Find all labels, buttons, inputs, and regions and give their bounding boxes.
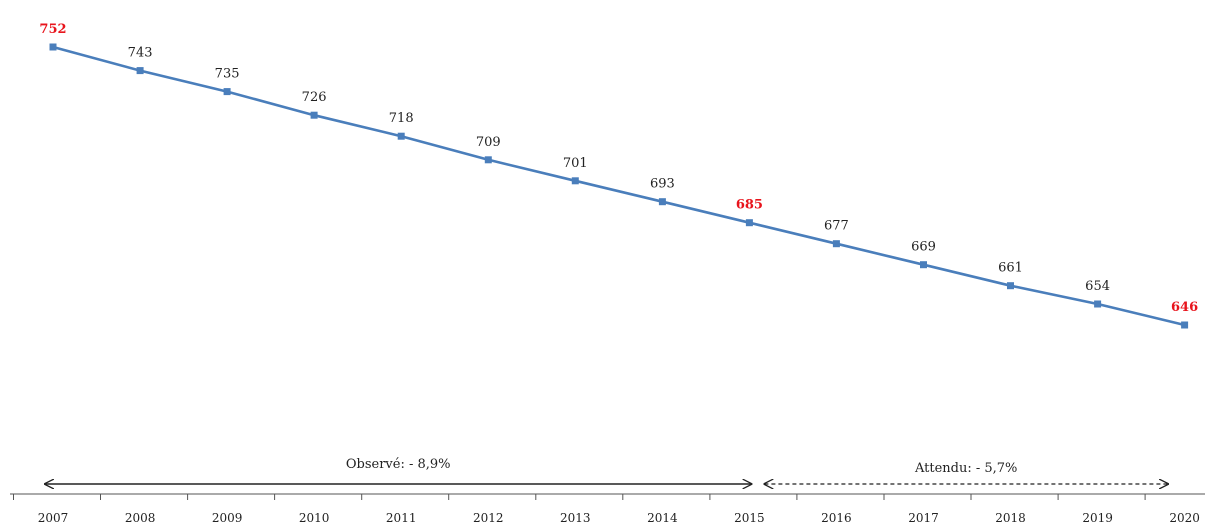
x-tick-label-2019: 2019 (1082, 511, 1113, 525)
x-tick-label-2008: 2008 (125, 511, 156, 525)
data-label-2017: 669 (911, 240, 936, 255)
data-point-2011 (397, 132, 405, 140)
data-label-2016: 677 (824, 219, 849, 234)
x-tick-label-2009: 2009 (212, 511, 243, 525)
data-label-2012: 709 (476, 135, 501, 150)
data-label-2014: 693 (650, 177, 675, 192)
x-tick-label-2007: 2007 (38, 511, 69, 525)
x-tick-label-2016: 2016 (821, 511, 852, 525)
data-point-2017 (920, 261, 927, 269)
x-tick-label-2020: 2020 (1169, 511, 1200, 525)
data-label-2015: 685 (736, 198, 763, 213)
data-label-2018: 661 (998, 261, 1023, 276)
data-label-2020: 646 (1171, 300, 1198, 315)
x-tick-label-2011: 2011 (386, 511, 417, 525)
data-point-2009 (223, 88, 231, 96)
data-point-2020 (1181, 321, 1189, 329)
x-tick-label-2018: 2018 (995, 511, 1026, 525)
x-tick-label-2015: 2015 (734, 511, 765, 525)
data-label-2013: 701 (563, 156, 588, 171)
data-labels: 752 743 735 726 718 709 701 693 685 677 669 661 654 6… (39, 22, 1198, 315)
data-point-2008 (136, 67, 144, 75)
series-line-group (49, 43, 1189, 329)
data-point-2016 (832, 240, 840, 248)
period-annotations: Observé: - 8,9% Attendu: - 5,7% (45, 457, 1168, 484)
annotation-label-1: Observé: - 8,9% (346, 457, 451, 472)
data-label-2009: 735 (215, 67, 240, 82)
data-point-2012 (484, 156, 492, 164)
x-axis: 2007 2008 2009 2010 2011 2012 2013 2014 2015 2016… (10, 493, 1205, 525)
x-tick-label-2017: 2017 (908, 511, 939, 525)
series-line (52, 45, 1185, 327)
data-label-2007: 752 (39, 22, 66, 37)
x-tick-label-2010: 2010 (299, 511, 330, 525)
data-point-2019 (1094, 300, 1102, 308)
data-point-2007 (49, 43, 57, 51)
annotation-label-2: Attendu: - 5,7% (914, 461, 1017, 476)
x-tick-label-2014: 2014 (647, 511, 678, 525)
data-point-2018 (1007, 282, 1014, 290)
data-point-2014 (658, 198, 666, 206)
data-label-2011: 718 (389, 111, 414, 126)
data-label-2008: 743 (128, 46, 153, 61)
x-tick-label-2013: 2013 (560, 511, 591, 525)
data-label-2010: 726 (302, 90, 327, 105)
data-point-2013 (571, 177, 579, 185)
x-tick-label-2012: 2012 (473, 511, 504, 525)
data-label-2019: 654 (1085, 279, 1110, 294)
data-point-2010 (310, 111, 318, 119)
data-point-2015 (745, 219, 753, 227)
